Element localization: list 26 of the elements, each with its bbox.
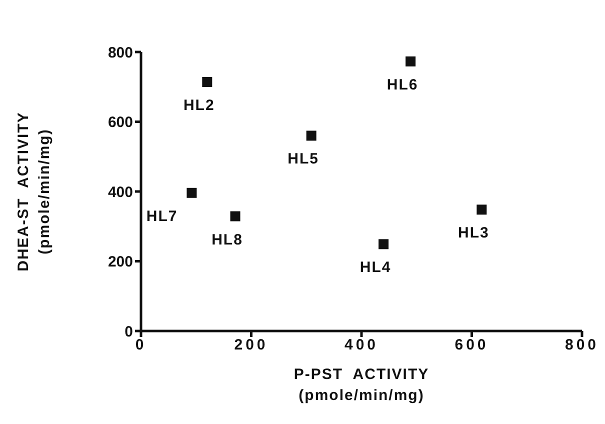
point bbox=[476, 204, 487, 215]
x-tick-label: 600 bbox=[454, 336, 489, 354]
x-axis-title: P-PST ACTIVITY (pmole/min/mg) bbox=[294, 366, 430, 404]
annotation: HL6 bbox=[386, 76, 418, 94]
annotation: HL7 bbox=[146, 208, 178, 225]
y-axis-title: DHEA-ST ACTIVITY (pmole/min/mg) bbox=[15, 112, 53, 272]
x-tick-label: 400 bbox=[344, 336, 379, 354]
y-tick-label: 0 bbox=[124, 323, 133, 340]
annotation: HL2 bbox=[183, 96, 215, 114]
x-tick-label: 200 bbox=[234, 336, 268, 354]
point bbox=[306, 130, 316, 141]
y-tick-label: 600 bbox=[108, 114, 133, 132]
point bbox=[202, 76, 212, 87]
annotation: HL8 bbox=[212, 231, 243, 248]
annotation: HL4 bbox=[360, 259, 392, 276]
y-tick-label: 400 bbox=[108, 184, 133, 201]
point bbox=[378, 239, 389, 250]
x-tick-label: 800 bbox=[564, 336, 600, 354]
x-tick-label: 0 bbox=[135, 336, 147, 354]
point bbox=[230, 211, 240, 222]
y-tick-label: 800 bbox=[108, 44, 133, 62]
annotation: HL3 bbox=[458, 224, 490, 242]
point bbox=[186, 188, 197, 198]
y-tick-label: 200 bbox=[108, 254, 133, 271]
point bbox=[406, 56, 416, 66]
annotation: HL5 bbox=[288, 150, 320, 168]
